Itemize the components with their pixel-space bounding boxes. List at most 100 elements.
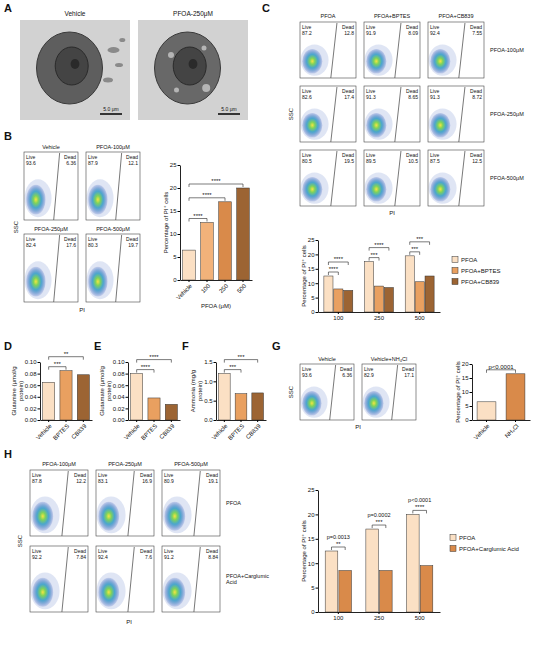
x-tick-mark (486, 420, 487, 422)
x-tick-mark (136, 420, 137, 422)
flow-plot: Live92.4Dead7.55 (428, 22, 484, 78)
x-tick-mark (83, 420, 84, 422)
y-tick-mark (316, 563, 319, 564)
flow-frame (364, 150, 420, 206)
x-tick-label: NH₄Cl (504, 423, 520, 439)
x-tick: 500 (415, 312, 426, 321)
y-tick: 20 (308, 252, 318, 258)
significance: **** (141, 364, 151, 370)
row-title-line: Acid (226, 579, 237, 585)
y-tick-label: 10 (308, 561, 315, 567)
y-tick-label: 5 (311, 295, 315, 301)
row-title-line: PFOA-500μM (490, 175, 524, 181)
column-title: PFOA (321, 13, 336, 19)
y-tick: 5 (311, 585, 318, 591)
axis-line (318, 491, 319, 613)
y-tick: 5 (465, 403, 472, 409)
y-tick-mark (470, 406, 473, 407)
y-tick: 20 (308, 512, 318, 518)
sig-bracket (224, 360, 257, 363)
gate-value: 87.2 (302, 30, 312, 36)
y-tick-mark (38, 408, 41, 409)
cell-halo (301, 108, 329, 139)
y-tick: 0.06 (25, 383, 40, 389)
bar (183, 250, 196, 280)
tem-background (138, 20, 248, 120)
y-tick: 10 (308, 561, 318, 567)
vacuole (168, 52, 174, 58)
y-tick: 25 (308, 237, 318, 243)
panel-letter: E (94, 340, 101, 352)
y-tick-mark (214, 420, 217, 421)
y-tick-label: 0.0 (204, 417, 213, 423)
y-tick-label: 5 (311, 585, 315, 591)
gate-value: 92.2 (32, 554, 42, 560)
sig-bracket (369, 248, 389, 251)
x-axis: 100250500 (319, 312, 441, 321)
x-tick-label: 500 (415, 615, 426, 621)
gate-value: 8.84 (208, 554, 218, 560)
y-tick: 0.10 (113, 359, 128, 365)
x-tick-mark (241, 420, 242, 422)
x-tick: NH₄Cl (504, 420, 520, 439)
y-tick-mark (126, 374, 129, 375)
column-title: PFOA-250μM (108, 461, 142, 467)
gate-value: 12.1 (128, 160, 138, 166)
cell-cloud (430, 177, 450, 202)
y-axis-title-line: Percentage of PI⁺ cells (301, 520, 307, 582)
cell-cloud (98, 502, 119, 531)
x-tick-label: Vehicle (123, 422, 141, 440)
cell-cloud (26, 267, 45, 297)
x-tick: 250 (218, 280, 230, 294)
x-tick-label: 250 (218, 282, 230, 294)
cell-cloud (302, 113, 322, 138)
y-tick-mark (470, 364, 473, 365)
bar (77, 375, 89, 420)
x-tick-mark (66, 420, 67, 422)
cell-halo (163, 572, 192, 609)
y-axis-title: Ammonia (mg/gprotein) (190, 370, 203, 412)
flow-plot: Live80.5Dead19.5 (300, 150, 356, 206)
flow-plot: Live92.4Dead7.6 (96, 546, 154, 612)
x-axis-title: PFOA (μM) (201, 303, 231, 309)
tem-image (20, 20, 130, 120)
annotations: ************ (189, 178, 243, 222)
bar (43, 382, 55, 420)
y-tick: 0.04 (25, 394, 40, 400)
y-tick-label: 15 (462, 375, 469, 381)
row-title-line: PFOA (226, 500, 241, 506)
flow-frame (300, 22, 356, 78)
p-value: p<0.0001 (408, 497, 431, 503)
flow-plot: Live89.5Dead10.5 (364, 150, 420, 206)
gate-value: 91.3 (366, 94, 376, 100)
y-tick: 5 (173, 254, 180, 260)
x-tick-mark (171, 420, 172, 422)
y-tick-label: 0.10 (25, 359, 37, 365)
y-tick-mark (316, 312, 319, 313)
bar (420, 566, 433, 612)
y-tick-label: 10 (308, 281, 315, 287)
flow-frame (300, 364, 354, 420)
x-tick-mark (224, 420, 225, 422)
bar (344, 290, 353, 312)
x-tick: Vehicle (211, 420, 229, 441)
gate-value: 83.1 (98, 478, 108, 484)
significance: p<0.0001 (488, 364, 514, 370)
flow-y-title: SSC (13, 220, 19, 233)
gate-value: 7.84 (76, 554, 86, 560)
annotations: p<0.0001 (487, 364, 516, 373)
y-tick-label: 25 (170, 162, 177, 168)
sig-bracket (224, 370, 241, 373)
y-tick-label: 0.10 (113, 359, 125, 365)
plot-area (183, 188, 250, 280)
row-title: PFOA (226, 500, 241, 506)
y-axis-title-line: Ammonia (mg/g (190, 370, 196, 412)
legend: PFOAPFOA+Carglumic Acid (450, 535, 519, 553)
flow-frame (300, 86, 356, 142)
significance: **** (374, 242, 384, 248)
y-axis-title-line: Percentage of PI⁺ cells (163, 192, 169, 254)
y-tick-label: 0 (311, 309, 315, 315)
gate-line (331, 151, 337, 206)
x-axis: VehicleNH₄Cl (473, 420, 531, 441)
gate-line (330, 365, 336, 420)
